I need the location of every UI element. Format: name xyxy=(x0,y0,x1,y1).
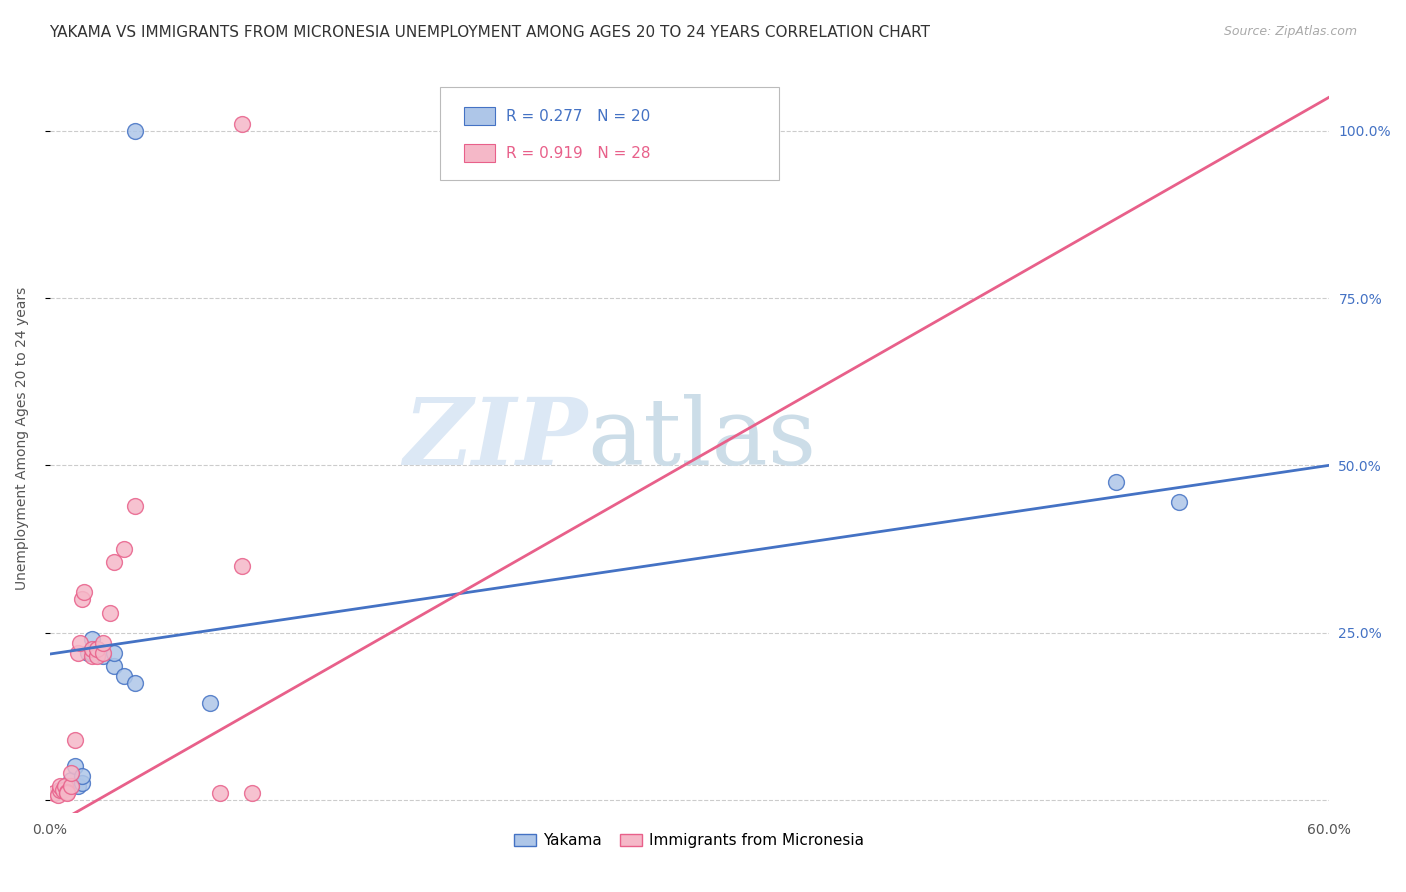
Point xyxy=(91,646,114,660)
Point xyxy=(86,642,108,657)
Text: YAKAMA VS IMMIGRANTS FROM MICRONESIA UNEMPLOYMENT AMONG AGES 20 TO 24 YEARS CORR: YAKAMA VS IMMIGRANTS FROM MICRONESIA UNE… xyxy=(49,25,931,40)
Point xyxy=(91,635,114,649)
Point xyxy=(60,780,83,794)
Point xyxy=(124,124,146,138)
Point xyxy=(66,780,89,794)
Point xyxy=(65,759,87,773)
Legend: Yakama, Immigrants from Micronesia: Yakama, Immigrants from Micronesia xyxy=(508,827,870,855)
Point xyxy=(49,782,72,797)
Point xyxy=(82,646,104,660)
Point xyxy=(240,786,263,800)
Point xyxy=(198,696,221,710)
Point xyxy=(209,786,232,800)
Point xyxy=(56,780,79,794)
Point xyxy=(60,772,83,787)
FancyBboxPatch shape xyxy=(464,144,495,162)
Text: R = 0.919   N = 28: R = 0.919 N = 28 xyxy=(506,145,651,161)
Point xyxy=(114,541,136,556)
Text: ZIP: ZIP xyxy=(402,393,586,483)
Point xyxy=(73,585,96,599)
Point xyxy=(60,780,83,794)
Point xyxy=(124,499,146,513)
Point xyxy=(65,732,87,747)
Text: R = 0.277   N = 20: R = 0.277 N = 20 xyxy=(506,109,651,124)
Text: atlas: atlas xyxy=(586,393,817,483)
Point xyxy=(70,776,93,790)
Point xyxy=(56,786,79,800)
Point xyxy=(49,782,72,797)
Point xyxy=(1168,495,1191,509)
Point xyxy=(69,635,91,649)
Point xyxy=(77,646,100,660)
Point xyxy=(56,785,79,799)
Point xyxy=(103,555,125,569)
Point xyxy=(42,786,65,800)
Point xyxy=(82,632,104,647)
Point xyxy=(86,642,108,657)
Point xyxy=(70,769,93,783)
Point xyxy=(82,648,104,663)
Point xyxy=(86,648,108,663)
Point xyxy=(53,780,76,794)
Point xyxy=(124,675,146,690)
Point xyxy=(49,780,72,794)
FancyBboxPatch shape xyxy=(440,87,779,180)
Y-axis label: Unemployment Among Ages 20 to 24 years: Unemployment Among Ages 20 to 24 years xyxy=(15,287,30,591)
Point xyxy=(103,646,125,660)
Text: Source: ZipAtlas.com: Source: ZipAtlas.com xyxy=(1223,25,1357,38)
Point xyxy=(66,646,89,660)
Point xyxy=(60,766,83,780)
FancyBboxPatch shape xyxy=(464,107,495,125)
Point xyxy=(103,659,125,673)
Point xyxy=(52,782,75,797)
Point xyxy=(82,642,104,657)
Point xyxy=(98,606,121,620)
Point xyxy=(91,648,114,663)
Point xyxy=(231,558,253,573)
Point xyxy=(70,592,93,607)
Point xyxy=(48,788,70,802)
Point xyxy=(1104,475,1126,490)
Point xyxy=(231,117,253,131)
Point xyxy=(114,669,136,683)
